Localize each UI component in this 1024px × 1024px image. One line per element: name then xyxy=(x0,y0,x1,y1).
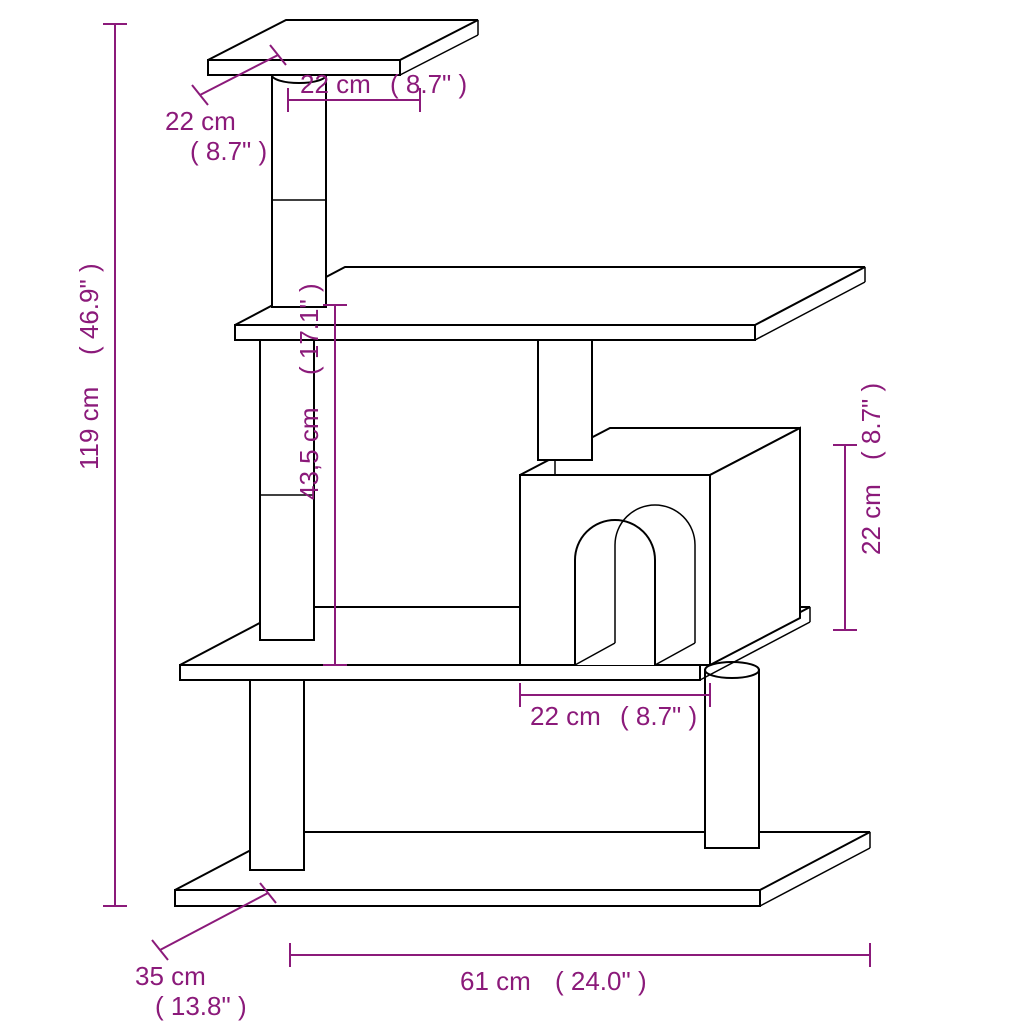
dim-total-height-in: ( 46.9" ) xyxy=(74,263,104,355)
dim-mid-height-cm: 43,5 cm xyxy=(294,408,324,501)
dim-condo-width-in: ( 8.7" ) xyxy=(620,701,697,731)
dim-top-depth-cm: 22 cm xyxy=(165,106,236,136)
dim-total-height-cm: 119 cm xyxy=(74,387,104,470)
dim-top-depth-in: ( 8.7" ) xyxy=(190,136,267,166)
dim-top-width-cm: 22 cm xyxy=(300,69,371,99)
dim-top-width-in: ( 8.7" ) xyxy=(390,69,467,99)
dim-base-depth-cm: 35 cm xyxy=(135,961,206,991)
dim-base-width-cm: 61 cm xyxy=(460,966,531,996)
dim-condo-height-cm: 22 cm xyxy=(856,484,886,555)
dim-condo-height-in: ( 8.7" ) xyxy=(856,383,886,460)
dim-condo-width-cm: 22 cm xyxy=(530,701,601,731)
dim-base-depth-in: ( 13.8" ) xyxy=(155,991,247,1021)
dim-mid-height-in: ( 17.1" ) xyxy=(294,283,324,375)
dim-base-width-in: ( 24.0" ) xyxy=(555,966,647,996)
